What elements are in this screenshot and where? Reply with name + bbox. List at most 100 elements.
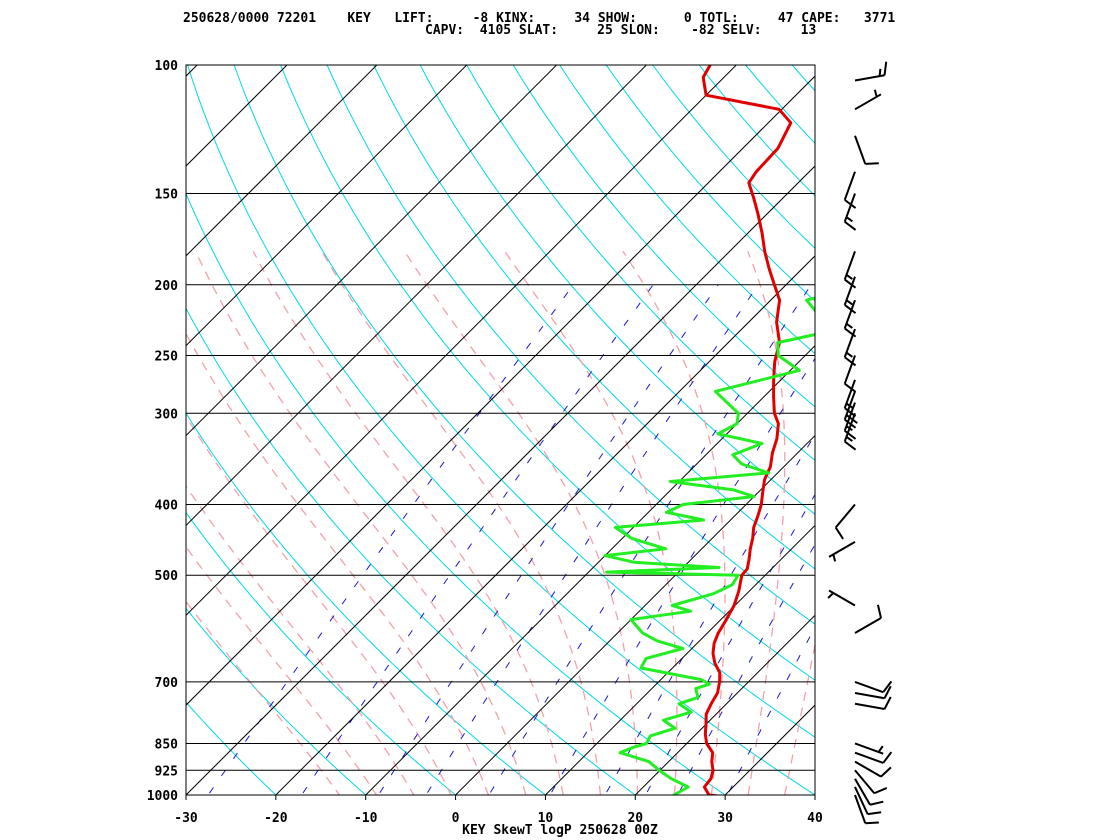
temperature-tick-label: 10 [538,811,554,826]
dry-adiabat [419,65,815,515]
barb-feather [844,199,857,209]
dewpoint-profile [603,296,815,795]
barb-staff [843,355,856,385]
pressure-tick-labels: 100 150 200 250 300 400 500 700 850 925 1000 [147,59,178,804]
dry-adiabat [466,65,815,461]
mixing-ratio-line [549,357,815,795]
wind-barb [854,751,893,764]
temperature-tick-labels: -30 -20 -10 0 10 20 30 40 [174,795,823,826]
barb-feather [844,327,857,338]
barb-feather [845,414,858,424]
wind-barb [828,540,856,562]
barb-half-feather [878,68,882,77]
wind-barb [854,794,879,825]
temperature-tick-label: -20 [264,811,288,826]
moist-adiabat [194,251,527,795]
barb-staff [843,251,856,280]
barb-staff [854,786,869,815]
dry-adiabat [373,65,815,570]
dry-adiabat [186,607,367,795]
wind-barb [827,589,856,607]
isotherm [634,614,815,795]
barb-feather [844,440,857,451]
isotherm [186,65,648,527]
pressure-tick-label: 1000 [147,789,178,804]
isotherm [186,65,468,347]
barb-staff [854,760,882,778]
dry-adiabat [1008,49,1120,811]
barb-staff [834,503,856,529]
wind-barb [843,193,857,231]
barb-staff [854,680,884,694]
barb-staff [843,276,856,306]
barb-staff [843,299,856,329]
dry-adiabat [186,412,547,795]
wind-barb [854,61,888,82]
barb-feather [865,821,879,825]
wind-barb [843,171,857,209]
wind-barb [834,503,856,540]
barb-feather [883,685,892,699]
isotherm [0,49,124,811]
barb-feather [867,811,882,816]
wind-barb [854,685,892,700]
dry-adiabat [1099,49,1120,811]
barb-feather [844,304,857,314]
dry-adiabat [559,65,815,355]
barb-staff [854,778,871,806]
barb-feather [844,356,857,367]
dry-adiabat [870,49,1120,811]
temperature-tick-label: -30 [174,811,198,826]
dry-adiabat [791,65,815,92]
moist-adiabat [186,545,378,795]
barb-staff [843,193,856,223]
moist-adiabat [186,484,415,795]
barb-half-feather [873,89,878,98]
barb-feather [883,61,888,76]
isotherm [186,165,815,795]
barb-feather [834,526,844,540]
sounding-profiles [603,65,815,795]
barb-feather [865,162,879,165]
temperature-profile [701,65,793,795]
barb-staff [854,617,882,634]
isotherm [454,434,815,795]
dry-adiabat [186,307,637,795]
pressure-tick-label: 150 [155,188,179,203]
dry-adiabat [512,65,815,408]
moist-adiabat [186,415,452,795]
isotherm [186,65,378,257]
barb-half-feather [845,216,853,223]
barb-half-feather [845,299,853,306]
moist-adiabat [747,251,786,795]
temperature-tick-label: 40 [807,811,823,826]
barb-feather [844,407,857,418]
background-grid [0,49,1120,811]
header-line-1: 250628/0000 72201 KEY LIFT: -8 KINX: 34 … [183,11,895,26]
wind-barb [843,276,857,314]
temperature-tick-label: 30 [717,811,733,826]
mixing-ratio-line [488,284,812,795]
dry-adiabat [1054,49,1120,811]
wind-barb [854,604,882,634]
dry-adiabat [186,192,727,795]
barb-feather [882,751,893,764]
barb-feather [844,278,857,289]
moist-adiabat [186,600,341,795]
mixing-ratio-line [425,284,759,795]
plot-frame [185,64,816,796]
wind-barb [854,135,879,165]
pressure-tick-label: 300 [155,407,179,422]
barb-feather [880,766,892,778]
barb-half-feather [827,592,835,599]
barb-feather [844,429,857,440]
barb-staff [843,379,856,409]
moist-adiabat [403,250,639,795]
isotherm [186,65,198,77]
barb-feather [876,604,882,619]
barb-staff [854,135,867,165]
moist-adiabat [252,250,564,795]
isotherm [186,65,288,167]
mixing-ratio-line [726,626,815,795]
pressure-tick-label: 100 [155,59,179,74]
